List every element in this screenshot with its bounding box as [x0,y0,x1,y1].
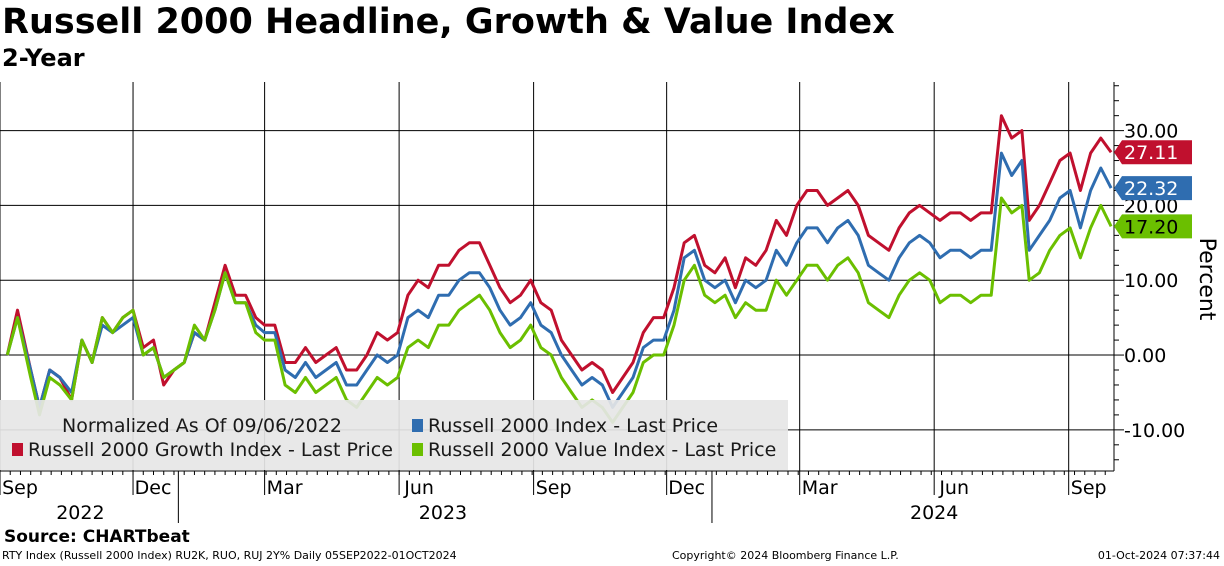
x-tick-label-8: Sep [1071,477,1107,499]
footer-copyright: Copyright© 2024 Bloomberg Finance L.P. [672,549,899,562]
legend-swatch-1 [412,419,423,432]
y-tick-label-2: 10.00 [1124,270,1178,292]
chart-subtitle: 2-Year [2,44,85,72]
y-tick-label-1: 20.00 [1124,195,1178,217]
axes: 30.00 20.00 10.00 0.00 -10.00 Percent Sep Dec Ma… [0,82,1219,524]
footer-timestamp: 01-Oct-2024 07:37:44 [1097,549,1220,562]
x-tick-label-6: Mar [802,477,838,499]
x-tick-label-5: Dec [668,477,705,499]
legend-entry-0: Russell 2000 Growth Index - Last Price [28,439,393,461]
x-tick-label-7: Jun [938,477,969,499]
x-tick-label-2: Mar [267,477,303,499]
series-line-0 [5,114,1113,409]
legend: Normalized As Of 09/06/2022 Russell 2000 … [0,400,788,470]
series-line-1 [5,151,1113,409]
series-lines [5,114,1113,424]
y-axis-label: Percent [1194,238,1219,321]
footer-ticker-info: RTY Index (Russell 2000 Index) RU2K, RUO… [2,549,457,562]
x-tick-label-4: Sep [536,477,572,499]
y-tick-label-4: -10.00 [1124,420,1185,442]
legend-entry-2: Russell 2000 Value Index - Last Price [428,439,776,461]
x-year-label-0: 2022 [56,502,104,524]
source-note: Source: CHARTbeat [4,527,190,547]
x-tick-label-1: Dec [135,477,172,499]
y-tick-label-0: 30.00 [1124,121,1178,143]
x-year-label-1: 2023 [419,502,467,524]
series-line-2 [5,196,1113,424]
legend-note: Normalized As Of 09/06/2022 [62,415,342,437]
last-value-label-2: 17.20 [1124,216,1178,238]
legend-entry-1: Russell 2000 Index - Last Price [428,415,718,437]
chart-title: Russell 2000 Headline, Growth & Value In… [2,2,895,42]
x-year-label-2: 2024 [910,502,958,524]
legend-box [0,400,788,470]
x-tick-label-3: Jun [403,477,434,499]
last-value-label-0: 27.11 [1124,142,1178,164]
last-value-badge-2 [1114,214,1192,239]
last-value-badge-1 [1114,176,1192,201]
last-value-label-1: 22.32 [1124,178,1178,200]
x-tick-label-0: Sep [2,477,38,499]
last-value-labels: 27.11 22.32 17.20 [1114,140,1192,239]
legend-swatch-0 [12,443,23,456]
legend-swatch-2 [412,443,423,456]
last-value-badge-0 [1114,140,1192,165]
y-tick-label-3: 0.00 [1124,345,1166,367]
